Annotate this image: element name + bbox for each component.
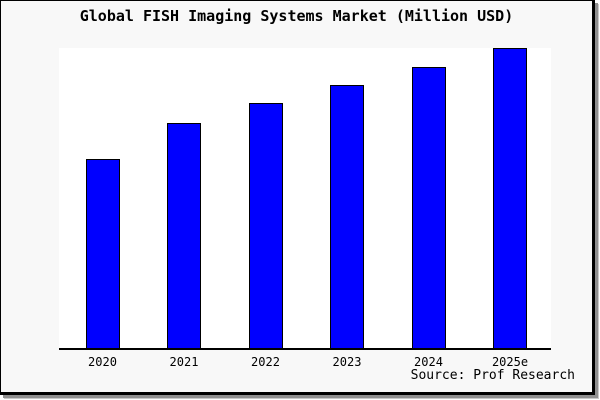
bar-2021 [167, 123, 201, 348]
source-credit: Source: Prof Research [410, 368, 575, 383]
chart-card: Global FISH Imaging Systems Market (Mill… [0, 0, 595, 395]
x-tick-label-2022: 2022 [251, 355, 280, 369]
x-tick-label-2020: 2020 [88, 355, 117, 369]
bar-2025e [493, 48, 527, 348]
bar-2023 [330, 85, 364, 348]
x-axis-labels: 2020 2021 2022 2023 2024 2025e [59, 355, 551, 369]
x-tick-label-2021: 2021 [169, 355, 199, 369]
bar-2024 [411, 67, 446, 348]
x-tick-label-2024: 2024 [414, 355, 443, 369]
bar-2020 [85, 159, 120, 348]
plot-area [59, 48, 551, 350]
x-tick-label-2025e: 2025e [491, 355, 529, 369]
chart-title: Global FISH Imaging Systems Market (Mill… [79, 7, 514, 25]
bar-2022 [248, 103, 283, 348]
x-tick-label-2023: 2023 [332, 355, 362, 369]
